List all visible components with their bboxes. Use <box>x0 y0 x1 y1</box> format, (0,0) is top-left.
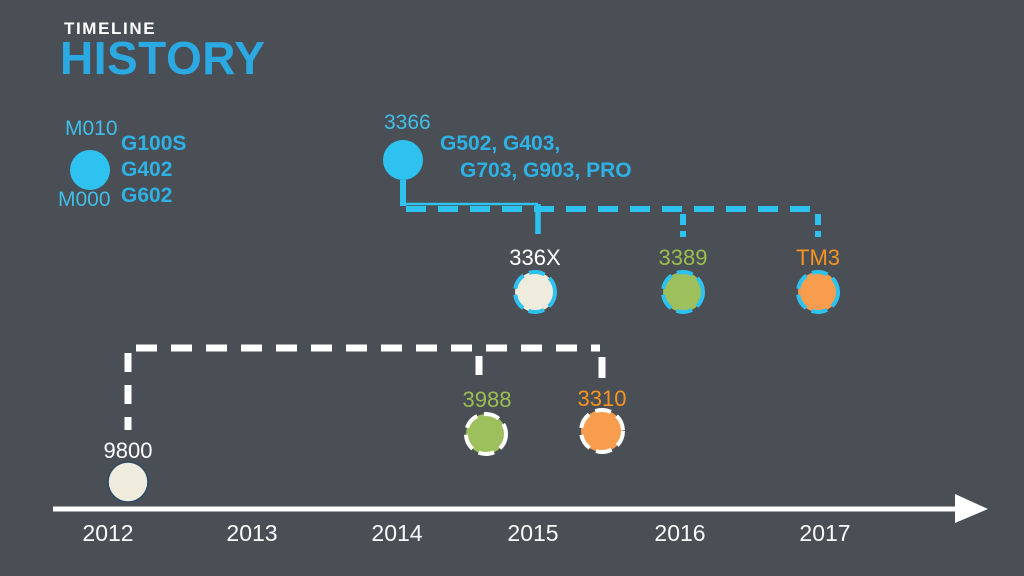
year-label-2012: 2012 <box>82 520 134 546</box>
year-label-2017: 2017 <box>799 520 851 546</box>
m-series-product-line2: G402 <box>121 158 173 181</box>
arrowhead-icon <box>955 494 988 523</box>
node-3988-circle <box>464 412 508 456</box>
slide-kicker: TIMELINE <box>64 19 157 38</box>
node-3366-circle <box>383 140 423 180</box>
year-label-2014: 2014 <box>371 520 423 546</box>
year-label-2016: 2016 <box>654 520 706 546</box>
m-series-node-circle <box>70 150 110 190</box>
node-9800-circle <box>107 461 149 503</box>
year-label-2015: 2015 <box>507 520 559 546</box>
node-tm3-label: TM3 <box>796 245 840 270</box>
node-m000-label: M000 <box>58 188 111 211</box>
page-title: HISTORY <box>60 32 266 84</box>
node-3389-circle <box>661 270 705 314</box>
node-336x-label: 336X <box>509 245 561 270</box>
node-3389-label: 3389 <box>658 245 708 270</box>
node-3366-products: G502, G403, G703, G903, PRO <box>440 130 632 184</box>
node-3310-label: 3310 <box>577 386 627 411</box>
m-series-product-line3: G602 <box>121 184 173 207</box>
node-tm3-circle <box>796 270 840 314</box>
node-3310-circle <box>579 408 625 454</box>
node-336x-circle <box>513 270 557 314</box>
node-9800-label: 9800 <box>103 438 153 463</box>
m-series-product-line1: G100S <box>121 132 187 155</box>
node-3988-label: 3988 <box>462 387 512 412</box>
node-m010-label: M010 <box>65 117 118 140</box>
m-series-products: G100S G402 G602 <box>121 131 186 209</box>
node-3366-label: 3366 <box>384 111 431 134</box>
node-3366-product-line1: G502, G403, <box>440 132 561 155</box>
node-3366-product-line2: G703, G903, PRO <box>460 159 632 182</box>
year-label-2013: 2013 <box>226 520 278 546</box>
